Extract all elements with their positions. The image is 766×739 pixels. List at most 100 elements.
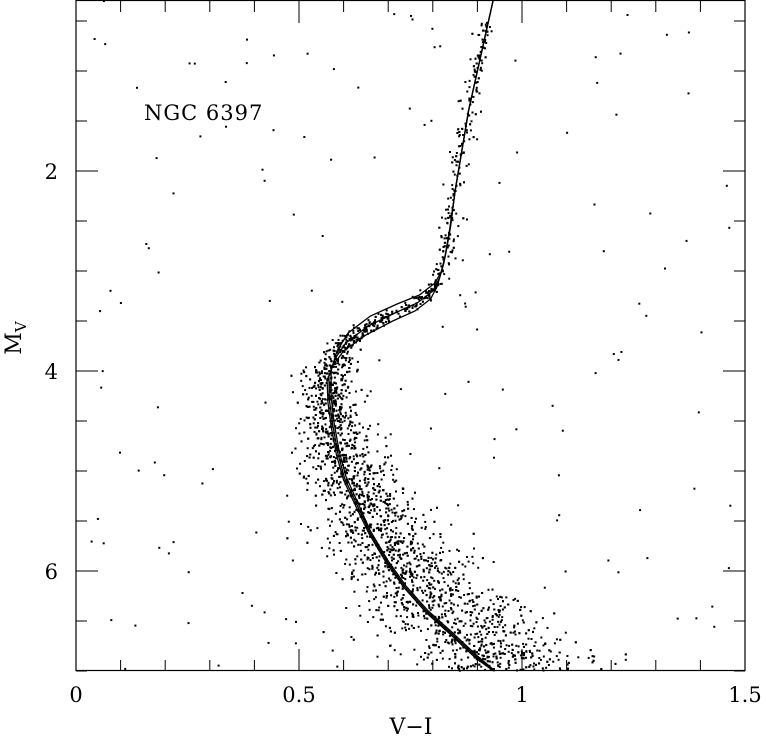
star-point (347, 534, 349, 537)
star-point (459, 145, 462, 147)
star-point (464, 622, 467, 625)
star-point (411, 306, 414, 309)
star-point (292, 391, 294, 394)
star-point (476, 54, 479, 57)
star-point (434, 566, 436, 569)
star-point (314, 408, 317, 411)
star-point (355, 461, 358, 464)
star-point (432, 604, 435, 607)
star-point (346, 495, 349, 498)
star-point (416, 587, 419, 589)
star-point (371, 566, 374, 569)
star-point (354, 540, 357, 543)
star-point (468, 86, 471, 89)
star-point (332, 445, 334, 448)
star-point (315, 450, 317, 453)
star-point (455, 622, 457, 625)
star-point (394, 543, 397, 546)
star-point (433, 520, 436, 523)
star-point (420, 526, 423, 529)
star-point (432, 533, 435, 536)
star-point (401, 571, 404, 574)
star-point (398, 548, 401, 551)
star-point (264, 401, 267, 404)
star-point (463, 594, 466, 596)
star-point (344, 411, 347, 414)
star-point (332, 408, 335, 411)
star-point (110, 619, 113, 622)
star-point (368, 525, 371, 528)
star-point (382, 519, 385, 522)
star-point (309, 378, 312, 381)
star-point (355, 431, 358, 434)
star-point (367, 451, 370, 454)
star-point (313, 384, 316, 387)
star-point (340, 374, 343, 377)
star-point (445, 208, 448, 211)
star-point (372, 530, 375, 532)
star-point (356, 518, 359, 521)
star-point (327, 491, 330, 493)
star-point (405, 304, 408, 306)
star-point (378, 465, 381, 468)
star-point (315, 432, 318, 435)
star-point (317, 457, 320, 460)
star-point (459, 182, 462, 185)
star-point (374, 573, 377, 576)
star-point (340, 427, 343, 430)
star-point (368, 504, 371, 507)
star-point (319, 393, 322, 396)
star-point (331, 394, 334, 397)
star-point (427, 653, 430, 656)
star-point (448, 599, 451, 602)
star-point (347, 541, 350, 544)
star-point (302, 369, 305, 372)
star-point (409, 567, 412, 570)
star-point (367, 498, 370, 501)
star-point (396, 609, 399, 612)
star-point (501, 616, 504, 619)
y-axis-title-sub: V (12, 320, 30, 333)
star-point (528, 665, 531, 668)
star-point (469, 611, 472, 613)
star-point (455, 155, 458, 158)
star-point (324, 454, 327, 457)
star-point (389, 493, 392, 496)
star-point (428, 571, 431, 574)
star-point (384, 499, 387, 501)
star-point (417, 614, 420, 617)
star-point (323, 375, 326, 378)
star-point (361, 492, 364, 495)
star-point (428, 290, 430, 292)
star-point (377, 609, 380, 612)
star-point (355, 414, 358, 416)
star-point (497, 609, 500, 612)
star-point (304, 389, 307, 392)
star-point (513, 626, 516, 629)
y-axis-title: MV (2, 320, 30, 355)
star-point (438, 617, 441, 620)
star-point (447, 621, 450, 624)
star-point (317, 422, 320, 425)
star-point (497, 664, 500, 667)
star-point (398, 581, 401, 584)
star-point (462, 217, 465, 220)
star-point (322, 460, 325, 463)
star-point (442, 630, 445, 633)
star-point (411, 497, 414, 500)
star-point (333, 376, 336, 379)
star-point (415, 297, 418, 299)
star-point (429, 608, 432, 611)
star-point (443, 245, 446, 248)
star-point (439, 589, 441, 592)
star-point (424, 589, 427, 592)
star-point (511, 643, 514, 646)
star-point (406, 551, 408, 554)
star-point (388, 498, 391, 501)
star-point (342, 506, 345, 509)
star-point (427, 291, 430, 294)
star-point (147, 247, 150, 250)
star-point (96, 517, 99, 520)
star-point (364, 330, 366, 333)
star-point (339, 428, 342, 431)
